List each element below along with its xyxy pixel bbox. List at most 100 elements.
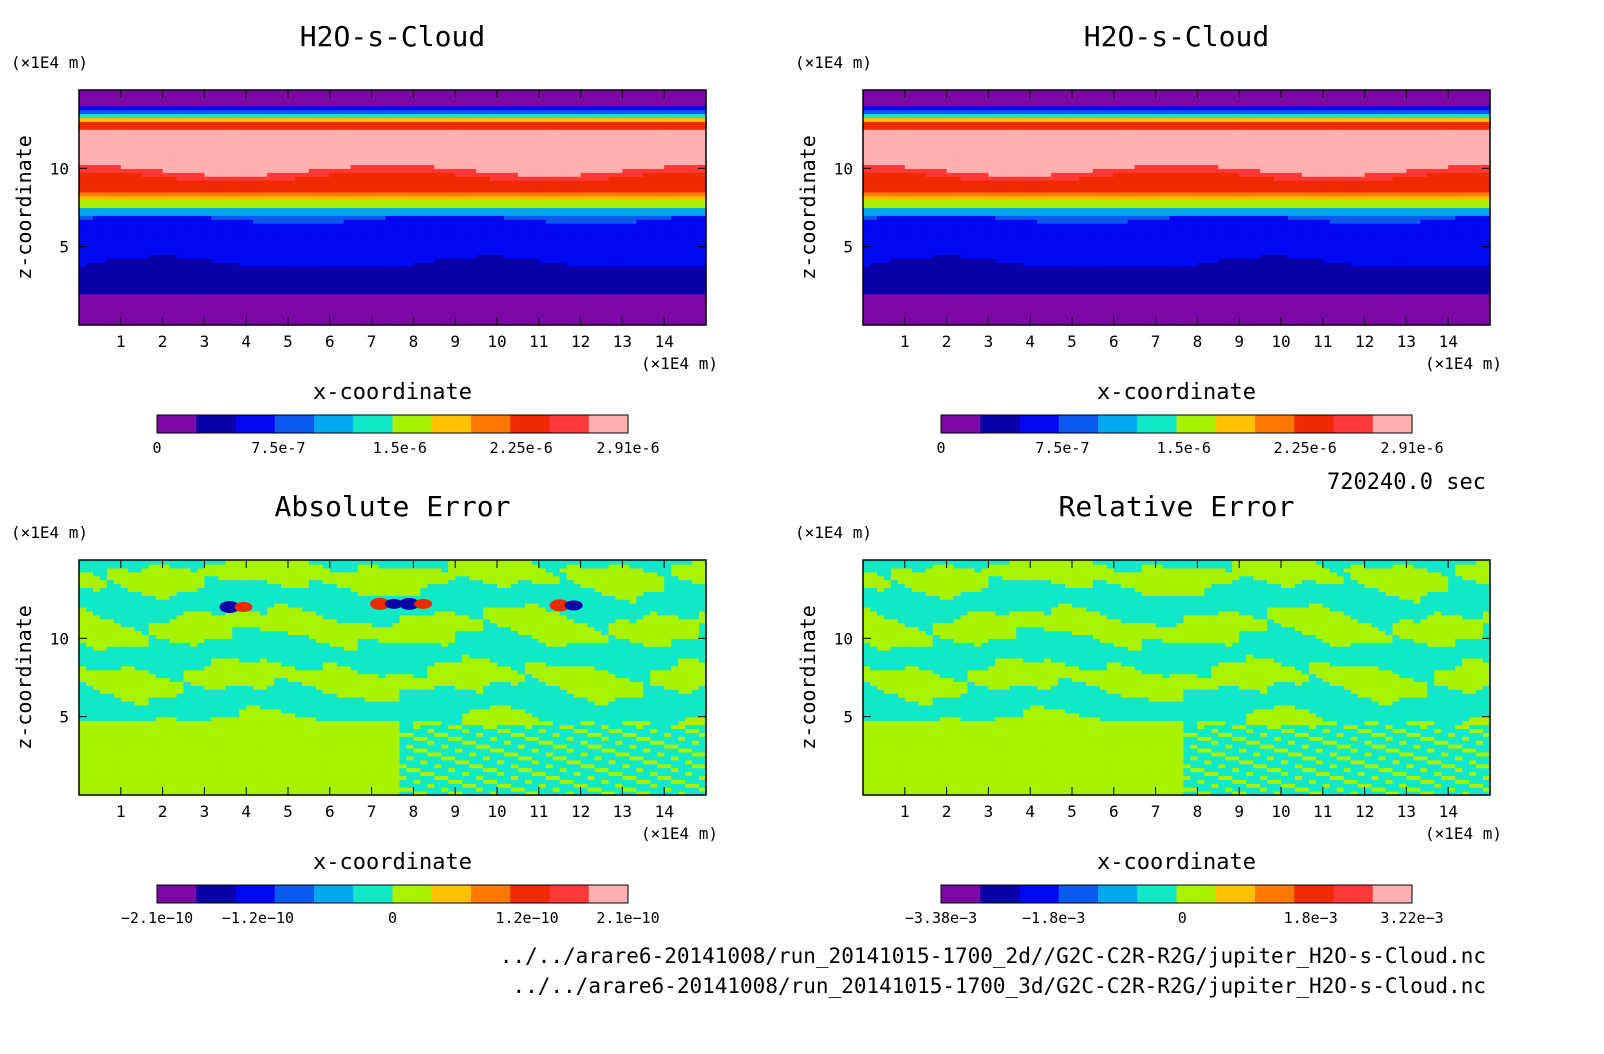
panel-1-cell (371, 317, 380, 322)
panel-1-cell (510, 274, 519, 279)
panel-1-cell (336, 274, 345, 279)
panel-1-cell (552, 246, 561, 252)
panel-1-cell (462, 301, 470, 307)
panel-1-cell (315, 297, 324, 303)
panel-1-cell (573, 309, 582, 314)
panel-1-cell (204, 117, 212, 122)
panel-1-cell (294, 90, 303, 95)
panel-1-cell (79, 317, 87, 322)
panel-1-cell (253, 313, 261, 318)
panel-1-cell (427, 152, 435, 158)
panel-1-cell (406, 289, 414, 295)
panel-1-cell (357, 227, 366, 232)
panel-1-cell (329, 129, 338, 134)
panel-1-cell (406, 285, 414, 291)
panel-1-cell (232, 191, 240, 197)
panel-1-cell (524, 313, 533, 318)
panel-1-cell (288, 203, 296, 209)
panel-1-cell (232, 117, 240, 122)
panel-1-cell (476, 274, 484, 279)
panel-1-cell (267, 191, 275, 197)
panel-1-cell (204, 129, 212, 134)
panel-1-cell (608, 293, 617, 299)
panel-1-cell (357, 156, 366, 162)
panel-1-cell (455, 293, 463, 299)
panel-1-cell (267, 281, 275, 287)
panel-1-cell (301, 191, 310, 197)
panel-1-cell (497, 250, 505, 256)
panel-1-cell (204, 246, 212, 252)
panel-1-cell (336, 164, 345, 169)
panel-1-cell (531, 140, 540, 146)
panel-1-cell (294, 148, 303, 154)
panel-1-cell (176, 160, 185, 166)
panel-1-cell (420, 289, 428, 295)
panel-1-cell (601, 195, 610, 201)
panel-1-cell (608, 309, 617, 314)
panel-1-cell (260, 321, 268, 326)
panel-1-cell (148, 254, 157, 260)
panel-1-cell (169, 207, 178, 213)
panel-1-cell (329, 191, 338, 197)
panel-1-cell (183, 242, 192, 248)
panel-1-cell (455, 203, 463, 209)
panel-1-cell (545, 215, 554, 220)
panel-1-cell (218, 184, 226, 189)
panel-1-cell (162, 301, 171, 307)
panel-1-cell (455, 274, 463, 279)
panel-1-cell (350, 289, 359, 295)
panel-1-cell (204, 301, 212, 307)
panel-1-cell (476, 195, 484, 201)
panel-1-cell (176, 246, 185, 252)
panel-1-cell (343, 231, 352, 236)
panel-1-cell (106, 117, 115, 122)
panel-1-cell (420, 97, 428, 103)
panel-1-cell (420, 93, 428, 99)
panel-1-cell (497, 168, 505, 173)
panel-1-cell (636, 168, 644, 173)
panel-1-cell (343, 262, 352, 267)
panel-1-cell (155, 152, 164, 158)
panel-1-cell (615, 207, 623, 213)
panel-1-cell (378, 164, 387, 169)
panel-1-cell (601, 125, 610, 130)
panel-1-cell (350, 258, 359, 263)
panel-1-cell (260, 219, 268, 224)
panel-1-cell (343, 117, 352, 122)
panel-1-cell (106, 254, 115, 260)
panel-1-cell (483, 187, 491, 193)
panel-1-cell (239, 101, 247, 107)
panel-1-cell (260, 117, 268, 122)
panel-1-cell (406, 180, 414, 185)
panel-1-cell (594, 109, 603, 115)
panel-1-cell (545, 254, 554, 260)
panel-1-cell (441, 203, 449, 209)
panel-1-cell (211, 113, 219, 119)
panel-1-cell (497, 262, 505, 267)
panel-1-cell (594, 152, 603, 158)
panel-1-cell (155, 285, 164, 291)
panel-1-cell (246, 105, 254, 111)
panel-1-cell (490, 242, 498, 248)
panel-1-cell (253, 309, 261, 314)
panel-1-cell (580, 211, 589, 216)
panel-1-cell (371, 195, 380, 201)
panel-1-cell (608, 180, 617, 185)
panel-1-cell (211, 133, 219, 138)
panel-1-cell (469, 281, 477, 287)
panel-1-cell (559, 203, 568, 209)
panel-1-cell (322, 231, 331, 236)
panel-1-cell (448, 187, 456, 193)
panel-1-cell (211, 125, 219, 130)
panel-1-cell (281, 199, 289, 205)
panel-1-cell (141, 187, 150, 193)
panel-1-cell (483, 137, 491, 142)
panel-1-cell (92, 207, 101, 213)
panel-1-cell (127, 207, 136, 213)
panel-1-cell (601, 113, 610, 119)
panel-1-cell (294, 231, 303, 236)
panel-1-cell (636, 152, 644, 158)
panel-1-cell (134, 172, 143, 177)
panel-1-cell (566, 129, 575, 134)
panel-1-cell (650, 144, 658, 150)
